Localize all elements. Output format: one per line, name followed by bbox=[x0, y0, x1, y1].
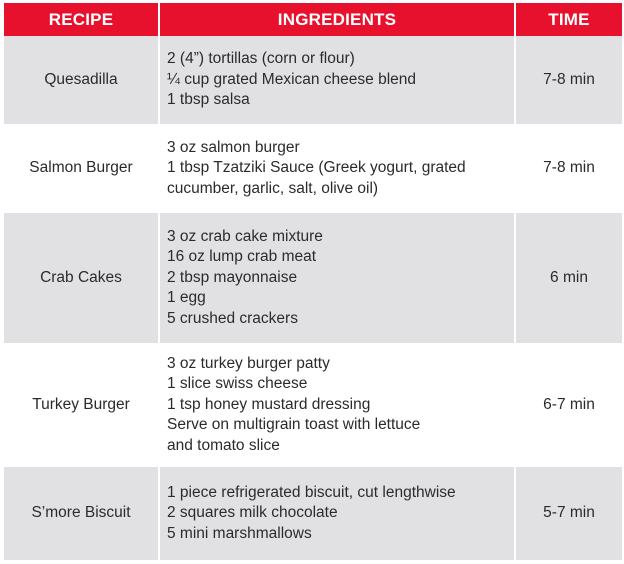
header-recipe: RECIPE bbox=[4, 3, 160, 36]
header-time: TIME bbox=[516, 3, 622, 36]
cook-time: 7-8 min bbox=[516, 124, 622, 213]
header-ingredients: INGREDIENTS bbox=[160, 3, 516, 36]
recipe-name: Salmon Burger bbox=[4, 124, 160, 213]
recipe-name: S’more Biscuit bbox=[4, 467, 160, 560]
ingredients-cell: 3 oz salmon burger 1 tbsp Tzatziki Sauce… bbox=[160, 124, 516, 213]
ingredient-line: 2 (4”) tortillas (corn or flour) bbox=[167, 50, 355, 68]
cook-time: 6-7 min bbox=[516, 343, 622, 467]
ingredient-line: 3 oz turkey burger patty bbox=[167, 354, 330, 372]
cook-time: 7-8 min bbox=[516, 36, 622, 124]
recipe-table: RECIPE INGREDIENTS TIME Quesadilla 2 (4”… bbox=[4, 3, 622, 560]
ingredient-line: 5 crushed crackers bbox=[167, 309, 298, 327]
table-row-crab-cakes: Crab Cakes 3 oz crab cake mixture 16 oz … bbox=[4, 213, 622, 343]
cook-time: 5-7 min bbox=[516, 467, 622, 560]
ingredient-line: 3 oz crab cake mixture bbox=[167, 227, 323, 245]
ingredients-cell: 2 (4”) tortillas (corn or flour) ¼ cup g… bbox=[160, 36, 516, 124]
recipe-name: Turkey Burger bbox=[4, 343, 160, 467]
ingredient-line: 3 oz salmon burger bbox=[167, 138, 300, 156]
table-row-salmon-burger: Salmon Burger 3 oz salmon burger 1 tbsp … bbox=[4, 124, 622, 213]
table-row-quesadilla: Quesadilla 2 (4”) tortillas (corn or flo… bbox=[4, 36, 622, 124]
table-row-turkey-burger: Turkey Burger 3 oz turkey burger patty 1… bbox=[4, 343, 622, 467]
ingredient-line: 1 egg bbox=[167, 289, 206, 307]
ingredients-cell: 1 piece refrigerated biscuit, cut length… bbox=[160, 467, 516, 560]
ingredient-line: 2 tbsp mayonnaise bbox=[167, 268, 298, 286]
header-row: RECIPE INGREDIENTS TIME bbox=[4, 3, 622, 36]
ingredient-line: 1 tbsp salsa bbox=[167, 91, 250, 109]
table-row-smore-biscuit: S’more Biscuit 1 piece refrigerated bisc… bbox=[4, 467, 622, 560]
ingredient-line: Serve on multigrain toast with lettuce bbox=[167, 416, 421, 434]
ingredient-line: 16 oz lump crab meat bbox=[167, 248, 317, 266]
ingredient-line: ¼ cup grated Mexican cheese blend bbox=[167, 70, 417, 88]
recipe-name: Quesadilla bbox=[4, 36, 160, 124]
ingredient-line: 2 squares milk chocolate bbox=[167, 504, 338, 522]
ingredients-cell: 3 oz turkey burger patty 1 slice swiss c… bbox=[160, 343, 516, 467]
ingredients-cell: 3 oz crab cake mixture 16 oz lump crab m… bbox=[160, 213, 516, 343]
ingredient-line: 1 tbsp Tzatziki Sauce (Greek yogurt, gra… bbox=[167, 159, 466, 177]
ingredient-line: and tomato slice bbox=[167, 436, 280, 454]
cook-time: 6 min bbox=[516, 213, 622, 343]
recipe-name: Crab Cakes bbox=[4, 213, 160, 343]
ingredient-line: 1 tsp honey mustard dressing bbox=[167, 395, 371, 413]
ingredient-line: 1 piece refrigerated biscuit, cut length… bbox=[167, 483, 456, 501]
ingredient-line: 1 slice swiss cheese bbox=[167, 375, 308, 393]
ingredient-line: 5 mini marshmallows bbox=[167, 524, 312, 542]
ingredient-line: cucumber, garlic, salt, olive oil) bbox=[167, 179, 379, 197]
